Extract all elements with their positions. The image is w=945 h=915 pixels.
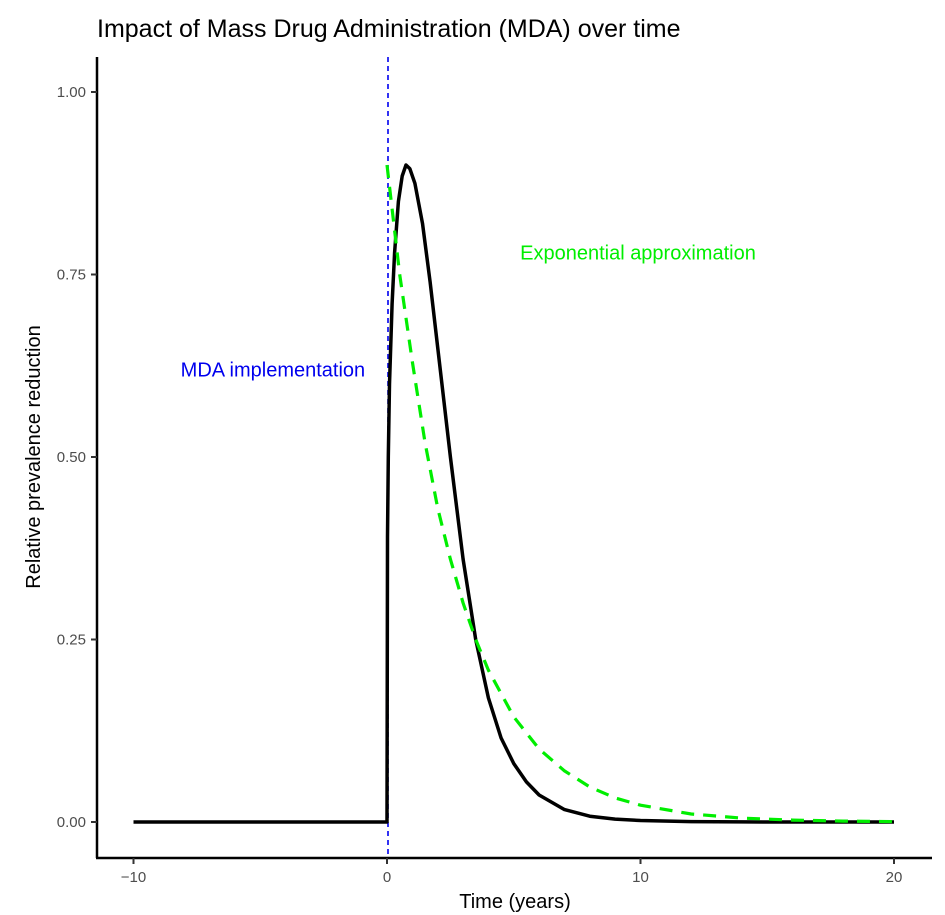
axes (95, 57, 932, 860)
x-tick-label: 10 (632, 869, 649, 886)
y-tick-label: 0.75 (57, 267, 86, 284)
series-line-mda-impact (133, 163, 894, 824)
x-tick-label: −10 (121, 869, 146, 886)
y-tick-label: 0.50 (57, 449, 86, 466)
y-tick-label: 1.00 (57, 84, 86, 101)
series-line-exponential-approximation (385, 164, 895, 824)
y-axis-title: Relative prevalence reduction (23, 325, 45, 589)
plot-area (133, 57, 895, 858)
x-axis-title: Time (years) (459, 891, 570, 913)
annotation-exponential-approximation: Exponential approximation (520, 243, 756, 265)
ticks: 0.00 0.25 0.50 0.75 1.00 −10 0 10 20 (57, 84, 903, 886)
y-tick-label: 0.25 (57, 632, 86, 649)
annotation-mda-implementation: MDA implementation (181, 359, 366, 381)
x-tick-label: 20 (886, 869, 903, 886)
y-tick-label: 0.00 (57, 814, 86, 831)
x-tick-label: 0 (383, 869, 391, 886)
chart-title: Impact of Mass Drug Administration (MDA)… (97, 15, 681, 43)
